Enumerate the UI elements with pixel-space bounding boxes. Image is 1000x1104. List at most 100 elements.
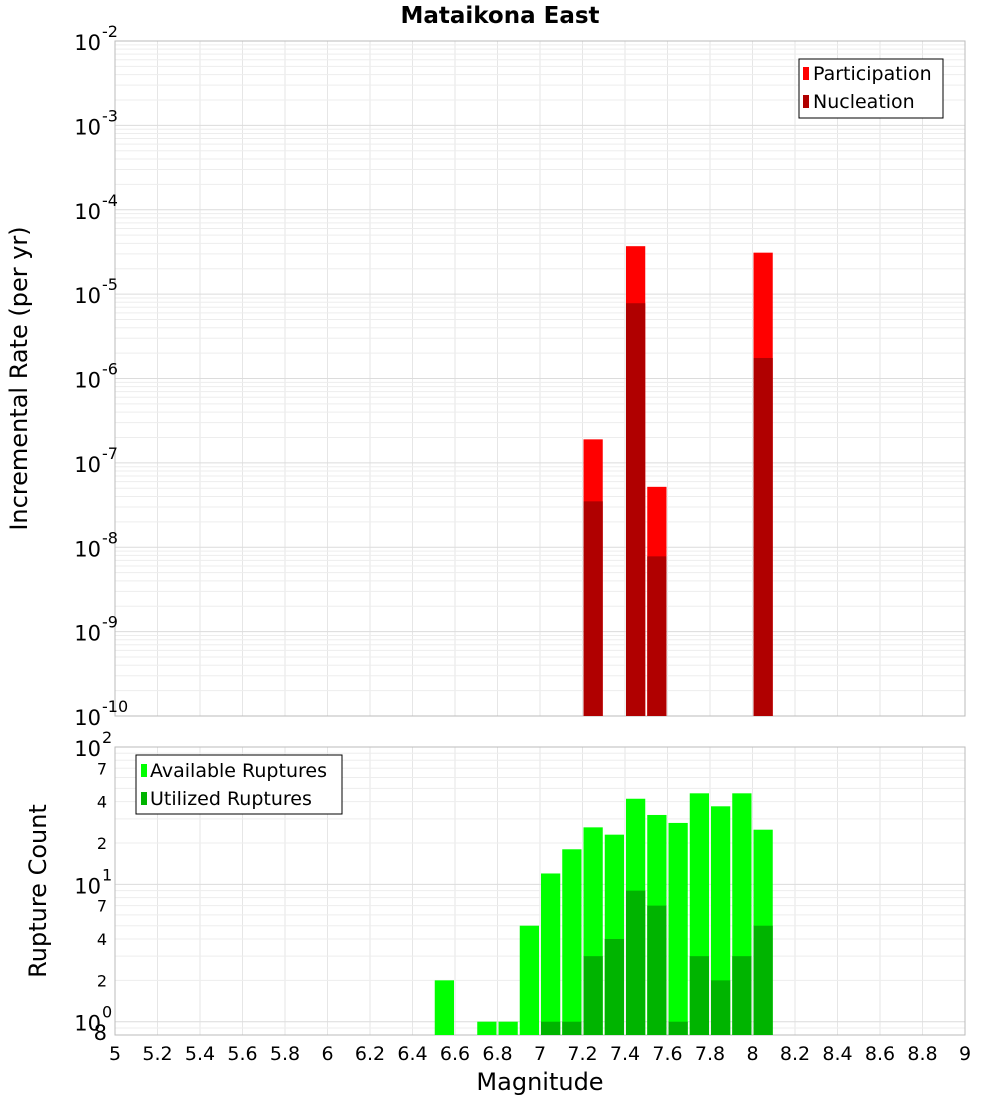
x-tick-label: 6.6 — [440, 1043, 470, 1065]
top-legend-swatch — [803, 67, 809, 80]
bottom-bar-utilized-ruptures-7.15 — [562, 1021, 582, 1035]
top-legend-swatch — [803, 95, 809, 108]
top-legend-label: Participation — [813, 63, 932, 85]
bottom-bar-utilized-ruptures-7.45 — [626, 890, 646, 1035]
top-y-tick-label-base: 10 — [74, 537, 101, 561]
bottom-bar-utilized-ruptures-7.75 — [689, 956, 709, 1035]
bottom-bar-available-ruptures-6.95 — [519, 925, 539, 1035]
bottom-y-minor-tick-label: 8 — [94, 1021, 107, 1045]
bottom-y-tick-label: 10 1 — [74, 865, 112, 898]
bottom-y-tick-label-base: 10 — [74, 1012, 101, 1036]
x-tick-label: 8.6 — [865, 1043, 895, 1065]
bottom-bar-available-ruptures-6.75 — [477, 1021, 497, 1035]
bottom-bar-available-ruptures-6.85 — [498, 1021, 518, 1035]
bottom-bar-utilized-ruptures-7.65 — [668, 1021, 688, 1035]
chart-title: Mataikona East — [400, 3, 599, 29]
top-bar-nucleation-7.25 — [583, 501, 603, 716]
bottom-y-minor-tick-label: 2 — [97, 971, 107, 990]
bottom-legend-swatch — [141, 792, 147, 805]
bottom-bar-utilized-ruptures-7.55 — [647, 905, 667, 1035]
x-tick-label: 8.4 — [822, 1043, 852, 1065]
top-bar-nucleation-8.05 — [753, 357, 773, 716]
x-tick-label: 5 — [109, 1043, 121, 1065]
bottom-legend-swatch — [141, 764, 147, 777]
bottom-bar-available-ruptures-7.85 — [711, 806, 731, 1035]
top-y-tick-label: 10 -4 — [74, 191, 118, 224]
bottom-y-axis-title: Rupture Count — [24, 804, 52, 978]
bottom-y-tick-label-exponent: 2 — [102, 728, 112, 747]
top-legend-box — [798, 58, 944, 119]
x-tick-label: 5.2 — [142, 1043, 172, 1065]
top-y-tick-label-exponent: -2 — [102, 22, 118, 41]
x-tick-label: 6.8 — [482, 1043, 512, 1065]
top-y-tick-label-base: 10 — [74, 453, 101, 477]
bottom-y-minor-tick-label: 7 — [97, 897, 107, 916]
top-y-tick-label: 10 -6 — [74, 360, 118, 393]
top-legend-label: Nucleation — [813, 91, 915, 113]
bottom-bar-available-ruptures-6.55 — [434, 980, 454, 1035]
x-tick-label: 7.2 — [567, 1043, 597, 1065]
x-tick-label: 8.2 — [780, 1043, 810, 1065]
x-tick-label: 6.2 — [355, 1043, 385, 1065]
bottom-y-minor-tick-label: 2 — [97, 834, 107, 853]
top-bar-nucleation-7.55 — [647, 556, 667, 716]
top-y-tick-label-exponent: -9 — [102, 613, 118, 632]
x-tick-label: 7.8 — [695, 1043, 725, 1065]
x-tick-label: 6 — [321, 1043, 333, 1065]
top-y-tick-label: 10 -10 — [74, 697, 128, 730]
bottom-bar-utilized-ruptures-8.05 — [753, 925, 773, 1035]
x-tick-label: 8.8 — [907, 1043, 937, 1065]
bottom-y-minor-tick-label: 4 — [97, 930, 107, 949]
bottom-bar-utilized-ruptures-7.25 — [583, 956, 603, 1035]
top-y-tick-label-base: 10 — [74, 706, 101, 730]
bottom-bar-utilized-ruptures-7.35 — [604, 939, 624, 1035]
top-y-tick-label: 10 -3 — [74, 106, 118, 139]
top-y-tick-label: 10 -5 — [74, 275, 118, 308]
top-y-axis-title: Incremental Rate (per yr) — [5, 226, 33, 530]
bottom-bar-utilized-ruptures-7.85 — [711, 980, 731, 1035]
x-axis-title: Magnitude — [476, 1068, 603, 1096]
bottom-bar-available-ruptures-7.15 — [562, 849, 582, 1035]
top-y-tick-label-exponent: -10 — [102, 697, 128, 716]
top-y-tick-label-exponent: -6 — [102, 360, 118, 379]
top-y-tick-label-base: 10 — [74, 369, 101, 393]
bottom-y-tick-label-base: 10 — [74, 737, 101, 761]
top-y-tick-label-base: 10 — [74, 31, 101, 55]
bottom-legend: Available Ruptures Utilized Ruptures — [135, 754, 343, 815]
top-y-tick-label-exponent: -8 — [102, 528, 118, 547]
x-tick-label: 5.6 — [227, 1043, 257, 1065]
top-y-tick-label: 10 -7 — [74, 444, 118, 477]
top-y-tick-label: 10 -2 — [74, 22, 118, 55]
x-tick-label: 9 — [959, 1043, 971, 1065]
top-y-tick-label-exponent: -7 — [102, 444, 118, 463]
x-tick-label: 5.8 — [270, 1043, 300, 1065]
bottom-y-tick-label: 10 2 — [74, 728, 112, 761]
top-y-tick-label-base: 10 — [74, 284, 101, 308]
top-y-tick-label-base: 10 — [74, 200, 101, 224]
x-tick-label: 5.4 — [185, 1043, 215, 1065]
bottom-bar-available-ruptures-7.05 — [541, 873, 561, 1035]
x-tick-label: 7.6 — [652, 1043, 682, 1065]
bottom-y-tick-label-exponent: 1 — [102, 865, 112, 884]
bottom-legend-label: Utilized Ruptures — [150, 788, 312, 810]
bottom-bar-utilized-ruptures-7.95 — [732, 956, 752, 1035]
bottom-y-tick-label-exponent: 0 — [102, 1003, 112, 1022]
bottom-y-minor-tick-label: 4 — [97, 793, 107, 812]
bottom-bar-utilized-ruptures-7.05 — [541, 1021, 561, 1035]
top-y-tick-label-base: 10 — [74, 622, 101, 646]
top-y-tick-label: 10 -8 — [74, 528, 118, 561]
x-tick-label: 6.4 — [397, 1043, 427, 1065]
bottom-y-tick-label: 10 0 — [74, 1003, 112, 1036]
x-tick-label: 7 — [534, 1043, 546, 1065]
top-y-tick-label-base: 10 — [74, 115, 101, 139]
top-y-tick-label-exponent: -4 — [102, 191, 118, 210]
top-plot-border — [114, 40, 966, 717]
top-legend: Participation Nucleation — [798, 58, 944, 119]
bottom-y-tick-label-base: 10 — [74, 874, 101, 898]
top-bar-nucleation-7.45 — [626, 303, 646, 716]
top-y-tick-label: 10 -9 — [74, 613, 118, 646]
x-tick-label: 8 — [746, 1043, 758, 1065]
x-tick-label: 7.4 — [610, 1043, 640, 1065]
